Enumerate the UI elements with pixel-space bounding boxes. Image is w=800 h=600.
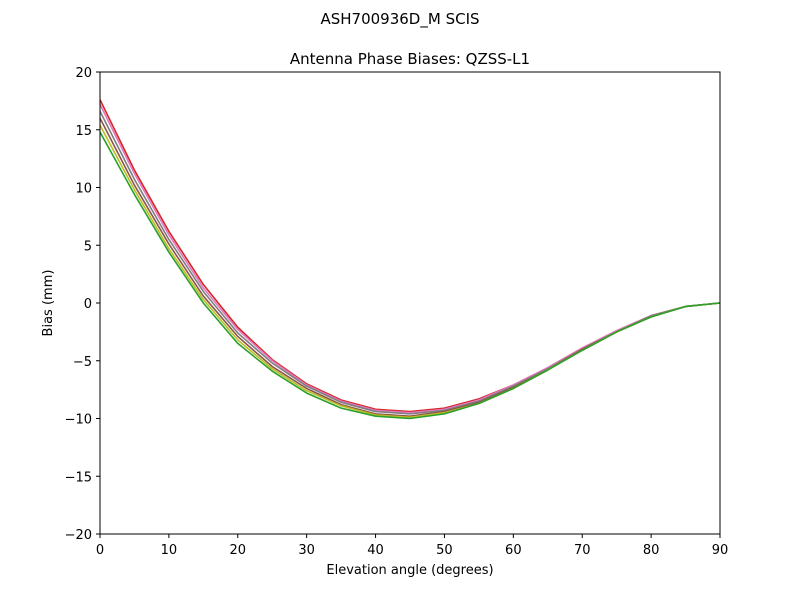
y-tick-label: −5 bbox=[73, 355, 92, 370]
x-tick-label: 30 bbox=[298, 543, 315, 558]
y-tick-label: 5 bbox=[84, 239, 92, 254]
series-line-1 bbox=[99, 99, 721, 413]
series-layer bbox=[99, 99, 721, 420]
x-tick-label: 90 bbox=[712, 543, 729, 558]
series-line-6 bbox=[99, 131, 721, 420]
series-line-3 bbox=[99, 110, 721, 415]
y-tick-label: −15 bbox=[65, 470, 92, 485]
x-axis-label: Elevation angle (degrees) bbox=[326, 563, 493, 578]
plot-frame bbox=[99, 71, 721, 535]
y-tick-label: 0 bbox=[84, 297, 92, 312]
y-axis-label: Bias (mm) bbox=[41, 270, 56, 337]
x-axis-ticks: 0 10 20 30 40 50 60 70 80 90 bbox=[96, 534, 728, 558]
chart-suptitle: ASH700936D_M SCIS bbox=[320, 10, 479, 29]
x-tick-label: 60 bbox=[505, 543, 522, 558]
series-line-2 bbox=[99, 103, 721, 414]
x-tick-label: 40 bbox=[367, 543, 384, 558]
y-tick-label: −20 bbox=[65, 528, 92, 543]
x-tick-label: 0 bbox=[96, 543, 104, 558]
chart-title: Antenna Phase Biases: QZSS-L1 bbox=[290, 50, 530, 68]
y-tick-label: 20 bbox=[75, 66, 92, 81]
x-tick-label: 50 bbox=[436, 543, 453, 558]
x-tick-label: 10 bbox=[161, 543, 178, 558]
y-tick-label: 10 bbox=[75, 182, 92, 197]
y-tick-label: −10 bbox=[65, 413, 92, 428]
x-tick-label: 20 bbox=[230, 543, 247, 558]
x-tick-label: 70 bbox=[574, 543, 591, 558]
y-axis-ticks: −20 −15 −10 −5 0 5 10 15 20 bbox=[65, 66, 100, 543]
x-tick-label: 80 bbox=[643, 543, 660, 558]
y-tick-label: 15 bbox=[75, 124, 92, 139]
